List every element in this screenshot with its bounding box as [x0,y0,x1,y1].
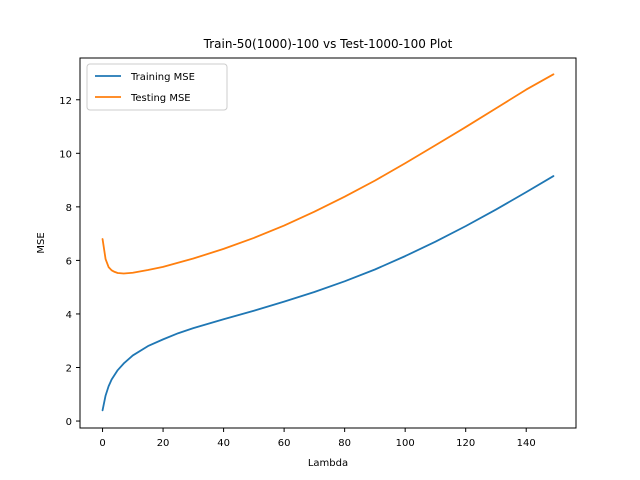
y-tick-label-4: 8 [66,203,72,214]
x-tick-label-2: 40 [217,438,230,449]
legend-label-training-mse: Training MSE [130,72,195,83]
y-axis-label: MSE [36,232,47,253]
series-group [101,73,555,412]
y-tick-label-2: 4 [66,310,72,321]
series-line-training-mse [101,175,555,412]
x-tick-label-1: 20 [157,438,170,449]
x-tick-label-5: 100 [396,438,415,449]
y-tick-label-1: 2 [66,363,72,374]
y-tick-label-5: 10 [59,149,72,160]
y-tick-label-6: 12 [59,96,72,107]
x-tick-label-7: 140 [517,438,536,449]
series-line-testing-mse [101,73,555,275]
x-tick-label-3: 60 [278,438,291,449]
y-tick-label-3: 6 [66,256,72,267]
y-axis-ticks: 0 2 4 6 8 10 12 [59,96,80,428]
legend-box [86,63,228,111]
x-tick-label-6: 120 [456,438,475,449]
legend: Training MSE Testing MSE [86,63,228,111]
y-tick-label-0: 0 [66,417,72,428]
x-tick-label-4: 80 [338,438,351,449]
plot-frame [79,57,577,429]
x-axis-label: Lambda [308,458,348,469]
x-axis-ticks: 0 20 40 60 80 100 120 140 [99,428,536,449]
x-tick-label-0: 0 [99,438,105,449]
legend-label-testing-mse: Testing MSE [130,93,191,104]
chart-title: Train-50(1000)-100 vs Test-1000-100 Plot [203,37,453,51]
